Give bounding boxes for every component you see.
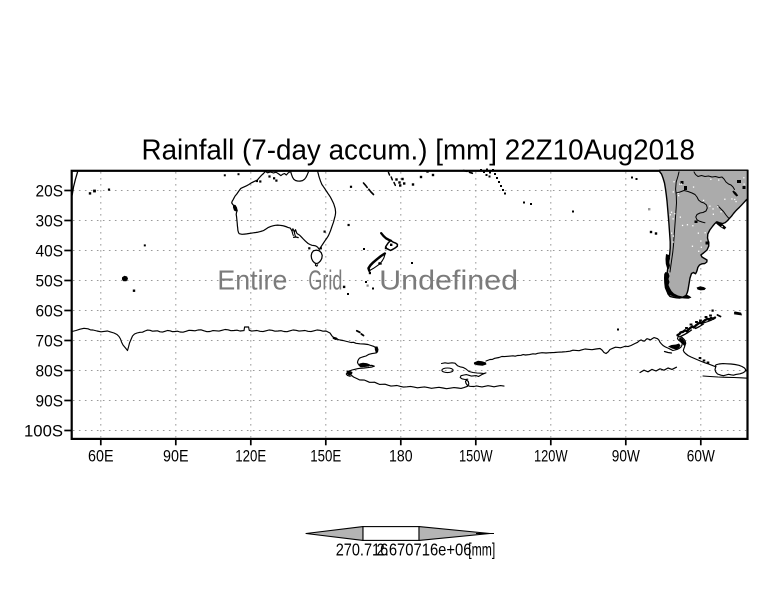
svg-text:20S: 20S [36,182,64,200]
svg-text:90E: 90E [163,448,189,466]
svg-text:70S: 70S [36,332,64,350]
svg-text:150W: 150W [459,448,493,466]
svg-text:150E: 150E [310,448,341,466]
svg-text:120E: 120E [235,448,266,466]
svg-text:60E: 60E [88,448,114,466]
svg-text:270.716: 270.716 [336,539,389,559]
svg-text:Grid: Grid [308,264,342,295]
svg-text:50S: 50S [36,272,64,290]
svg-text:Entire: Entire [217,264,287,295]
svg-text:120W: 120W [534,448,568,466]
svg-text:90W: 90W [612,448,640,466]
svg-text:100S: 100S [24,422,63,440]
svg-text:Rainfall (7-day accum.) [mm] 2: Rainfall (7-day accum.) [mm] 22Z10Aug201… [142,134,696,166]
svg-text:40S: 40S [36,242,64,260]
svg-text:30S: 30S [36,212,64,230]
svg-text:80S: 80S [36,362,64,380]
svg-text:60W: 60W [687,448,715,466]
svg-text:2.670716e+06: 2.670716e+06 [377,539,472,559]
svg-text:90S: 90S [36,392,64,410]
svg-text:Undefined: Undefined [379,264,518,295]
svg-text:180: 180 [389,448,413,466]
svg-text:[mm]: [mm] [468,539,495,559]
svg-text:60S: 60S [36,302,64,320]
